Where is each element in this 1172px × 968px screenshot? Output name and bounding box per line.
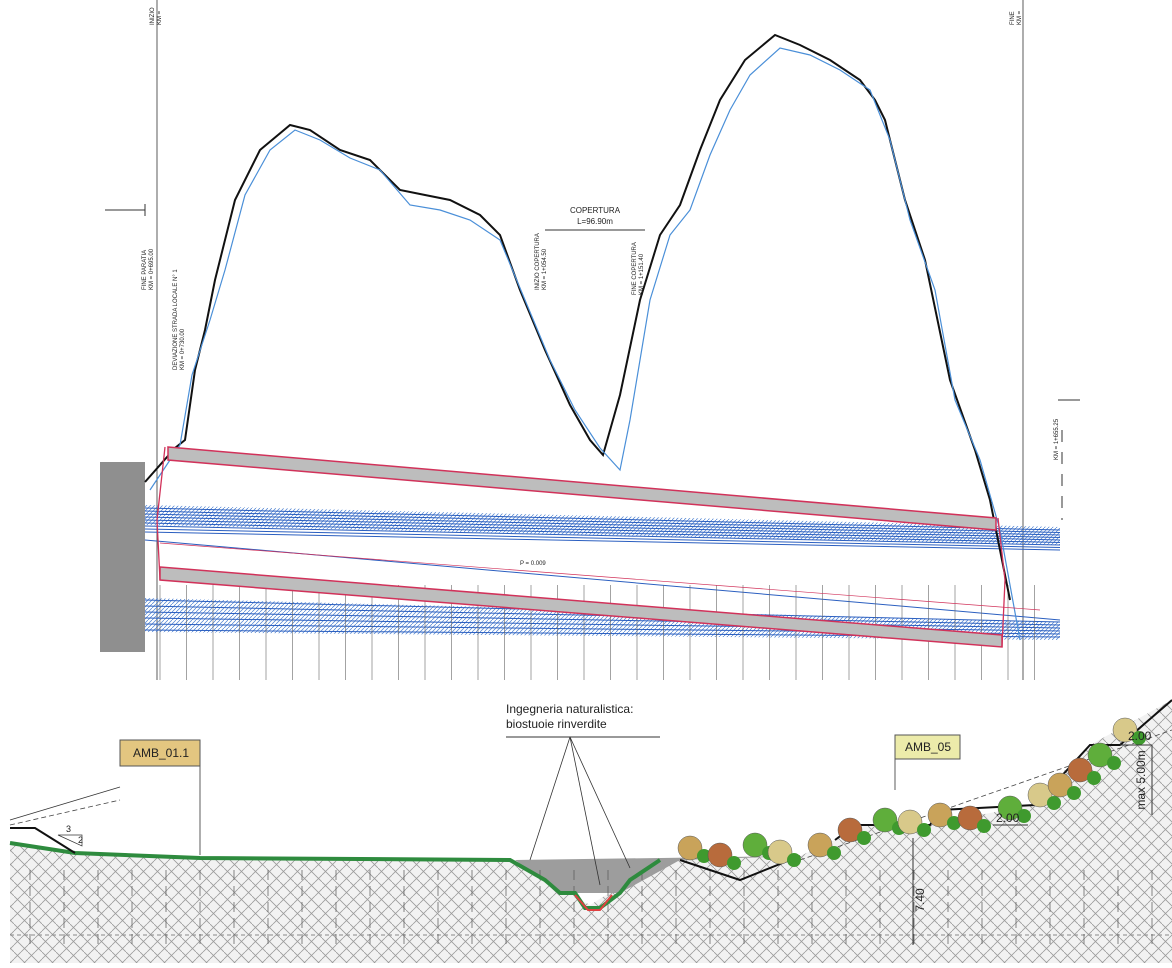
km-end: KM = 1+655.25 — [1054, 418, 1060, 460]
shrub — [787, 853, 801, 867]
shrub — [1107, 756, 1121, 770]
label: DEVIAZIONE STRADA LOCALE N° 1 — [173, 269, 179, 370]
label: KM = — [157, 10, 163, 25]
fine-paratia: FINE PARATIA KM = 0+695.00 — [142, 248, 155, 290]
shrub — [917, 823, 931, 837]
wall — [100, 462, 145, 652]
shrub — [1087, 771, 1101, 785]
label: FINE — [1010, 11, 1016, 25]
drawing: INIZIO KM = FINE KM = FINE PARATIA KM = … — [0, 0, 1172, 963]
label: KM = 1+151.40 — [639, 253, 645, 295]
label: KM = 1+655.25 — [1054, 418, 1060, 460]
fine-copertura: FINE COPERTURA KM = 1+151.40 — [632, 242, 645, 295]
shrub — [727, 856, 741, 870]
leader — [10, 787, 120, 820]
shrub — [1067, 786, 1081, 800]
berm-top: 2.00 — [1128, 729, 1152, 743]
ground — [10, 700, 1172, 963]
label: FINE COPERTURA — [632, 242, 638, 295]
start-label: INIZIO KM = — [150, 7, 163, 25]
label: INIZIO COPERTURA — [535, 233, 541, 290]
label: KM = 0+695.00 — [149, 248, 155, 290]
label: KM = — [1017, 10, 1023, 25]
inizio-copertura: INIZIO COPERTURA KM = 1+054.50 — [535, 233, 548, 290]
label: KM = 1+054.50 — [542, 248, 548, 290]
label: FINE PARATIA — [142, 250, 148, 290]
copertura-title: COPERTURA — [570, 206, 621, 215]
depth: 7.40 — [913, 888, 927, 912]
shrub — [857, 831, 871, 845]
tag: AMB_01.1 — [133, 746, 189, 760]
note-line2: biostuoie rinverdite — [506, 717, 607, 731]
shrub — [977, 819, 991, 833]
note-line1: Ingegneria naturalistica: — [506, 702, 633, 716]
tag: AMB_05 — [905, 740, 951, 754]
label: KM = 0+730.00 — [180, 328, 186, 370]
shrub — [827, 846, 841, 860]
copertura-length: L=96.90m — [577, 217, 613, 226]
berm-mid: 2.00 — [996, 811, 1020, 825]
deviazione: DEVIAZIONE STRADA LOCALE N° 1 KM = 0+730… — [173, 269, 186, 370]
slope-h: 3 — [66, 824, 71, 834]
slope-label: P = 0.009 — [520, 561, 546, 567]
end-label: FINE KM = — [1010, 10, 1023, 25]
max-height: max 5.00m — [1134, 750, 1148, 809]
label: INIZIO — [150, 7, 156, 25]
profile: INIZIO KM = FINE KM = FINE PARATIA KM = … — [100, 0, 1080, 680]
section: Ingegneria naturalistica: biostuoie rinv… — [10, 700, 1172, 963]
axis-line — [160, 543, 1040, 610]
shrub — [1047, 796, 1061, 810]
